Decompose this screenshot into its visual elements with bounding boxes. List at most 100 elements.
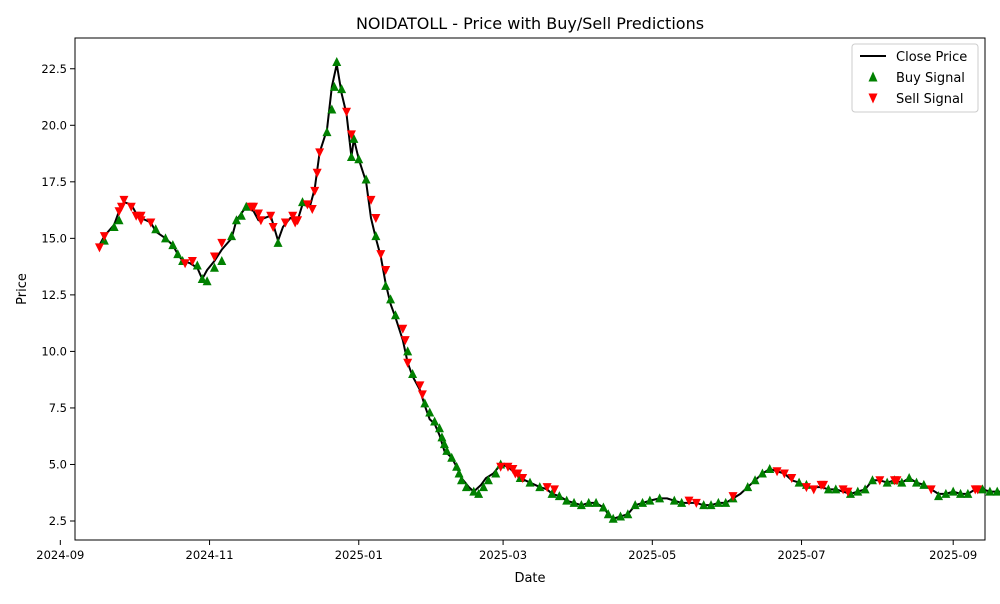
sell-signal-marker [496,462,506,472]
buy-signal-marker [912,477,922,487]
sell-signal-marker [549,485,559,495]
x-tick-label: 2025-09 [929,548,977,562]
sell-signal-marker [728,492,738,502]
buy-signal-marker [114,215,124,225]
buy-signal-marker [978,484,988,494]
sell-signal-marker [253,209,263,219]
x-axis: 2024-09 2024-11 2025-01 2025-03 2025-05 2025-… [36,540,977,562]
buy-signal-marker [699,500,709,510]
sell-signal-marker [403,358,413,368]
buy-signal-marker [461,482,471,492]
buy-signal-marker [408,369,418,379]
buy-signal-marker [273,237,283,247]
x-tick-label: 2024-11 [186,548,234,562]
buy-signal-marker [750,475,760,485]
buy-signal-marker [227,231,237,241]
buy-signal-marker [474,488,484,498]
buy-signal-marker [535,482,545,492]
buy-signal-marker [469,486,479,496]
sell-signal-marker [302,200,312,210]
buy-signal-marker [630,500,640,510]
buy-signal-marker [525,477,535,487]
buy-signal-marker [765,463,775,473]
sell-signal-marker [342,107,352,117]
buy-signal-marker [992,486,1000,496]
buy-signal-marker [173,249,183,259]
x-tick-label: 2025-03 [479,548,527,562]
buy-signal-marker [956,488,966,498]
x-tick-label: 2025-01 [335,548,383,562]
buy-signal-marker [919,479,929,489]
sell-signal-marker [691,498,701,508]
buy-signal-marker [706,500,716,510]
buy-signal-marker [591,497,601,507]
x-axis-label: Date [514,571,545,586]
buy-signal-marker [616,511,626,521]
sell-signal-marker [217,238,227,248]
buy-signal-marker [831,484,841,494]
buy-signal-marker [161,233,171,243]
sell-signal-marker [787,474,797,484]
legend-frame [851,43,979,113]
buy-signal-marker [554,491,564,501]
y-tick-label: 17.5 [41,175,67,189]
sell-signal-marker [293,216,303,226]
buy-signal-marker [386,294,396,304]
sell-signal-marker [684,496,694,506]
sell-signal-marker [249,202,259,212]
buy-signal-marker [963,488,973,498]
buy-signal-marker [361,174,371,184]
sell-signal-marker [310,186,320,196]
buy-signal-marker [713,497,723,507]
legend-sell-signal-label: Sell Signal [896,92,964,107]
buy-signal-marker [332,56,342,66]
sell-signal-marker [518,474,528,484]
legend-buy-signal-swatch [868,71,878,82]
buy-signal-marker [337,84,347,94]
sell-signal-marker [136,216,146,226]
buy-signal-marker [241,201,251,211]
sell-signal-marker [99,232,109,242]
buy-signal-marker [197,274,207,284]
y-tick-label: 2.5 [49,514,67,528]
buy-signal-marker [904,473,914,483]
sell-signal-marker [892,476,902,486]
buy-signal-marker [941,488,951,498]
buy-signal-marker [576,500,586,510]
sell-signal-marker [288,211,298,221]
legend-sell-signal-swatch [868,93,878,104]
buy-signal-marker [425,407,435,417]
sell-signal-marker [146,218,156,228]
buy-signal-marker [390,310,400,320]
sell-signal-marker [371,213,381,223]
buy-signal-marker [669,495,679,505]
buy-signal-marker [491,468,501,478]
series-layer [94,56,1000,523]
buy-signal-marker [603,509,613,519]
sell-signal-marker [926,485,936,495]
buy-signal-marker [623,509,633,519]
sell-signal-marker [94,243,104,253]
sell-signal-marker [346,130,356,140]
y-tick-label: 10.0 [41,344,67,358]
sell-signal-marker [819,480,829,490]
buy-signal-marker [934,491,944,501]
sell-signal-marker [400,336,410,346]
buy-signal-marker [322,127,332,137]
buy-signal-marker [645,495,655,505]
sell-signal-marker [307,204,317,214]
buy-signal-marker [354,154,364,164]
buy-signal-marker [655,493,665,503]
buy-signal-marker [109,222,119,232]
buy-signal-marker [346,151,356,161]
sell-signal-marker [187,256,197,266]
buy-signal-marker [948,486,958,496]
buy-signal-marker [151,224,161,234]
buy-signal-marker [860,484,870,494]
buy-signal-marker [452,461,462,471]
sell-signal-marker [809,485,819,495]
sell-signal-marker [280,218,290,228]
buy-signal-marker [217,255,227,265]
buy-signal-marker [757,468,767,478]
sell-signal-marker [116,202,126,212]
